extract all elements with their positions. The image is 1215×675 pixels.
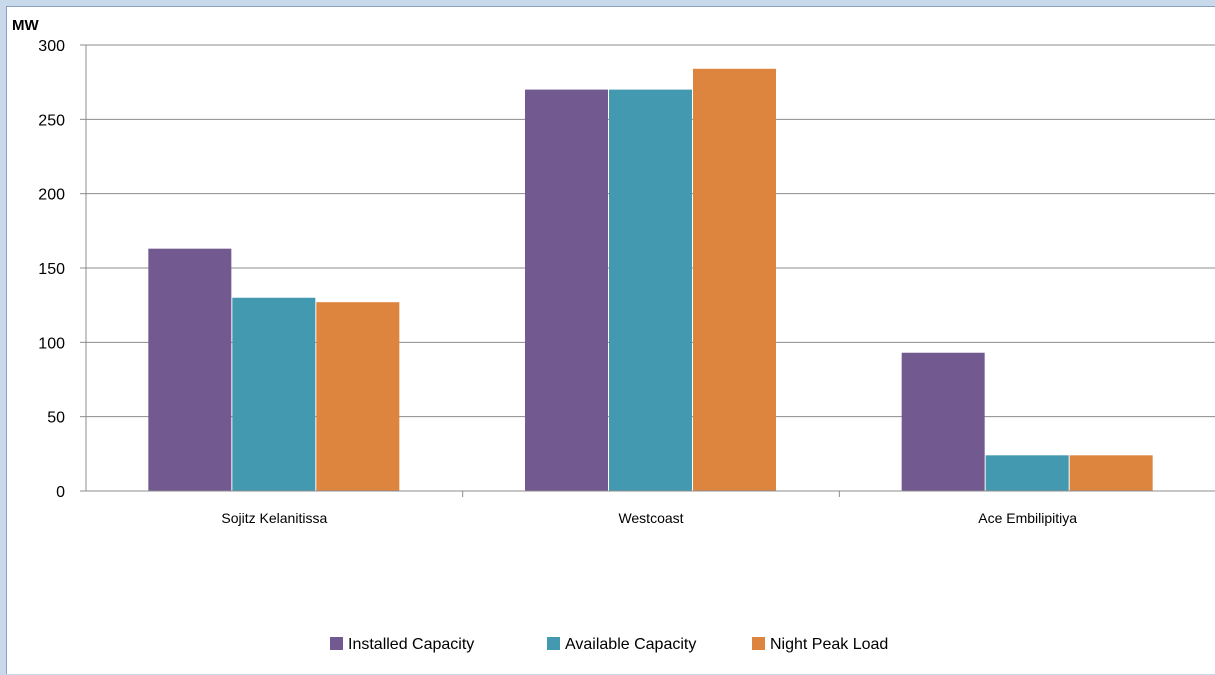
y-tick-label: 100	[38, 335, 65, 352]
y-tick-label: 300	[38, 38, 65, 55]
legend-swatch	[752, 637, 765, 650]
tick-labels: 0 50 100 150 200 250 300 Sojitz Kelanitissa West…	[38, 38, 1077, 526]
x-category-label: Westcoast	[618, 510, 683, 526]
bar	[148, 248, 232, 491]
legend: Installed Capacity Available Capacity Nigh…	[330, 636, 888, 653]
x-category-label: Sojitz Kelanitissa	[221, 510, 327, 526]
bar-chart: 0 50 100 150 200 250 300 Sojitz Kelanitissa West…	[12, 17, 1215, 653]
bar	[525, 89, 608, 491]
bar	[232, 297, 316, 491]
legend-label: Available Capacity	[565, 636, 696, 653]
bar	[901, 352, 985, 491]
y-tick-label: 200	[38, 187, 65, 204]
bar	[1069, 455, 1153, 491]
bar	[316, 302, 400, 491]
bar	[693, 68, 776, 491]
bar	[609, 89, 692, 491]
legend-swatch	[547, 637, 560, 650]
legend-swatch	[330, 637, 343, 650]
bar-group	[148, 68, 1153, 491]
axes	[80, 44, 1215, 497]
y-tick-label: 50	[47, 410, 65, 427]
bar	[985, 455, 1069, 491]
y-tick-label: 150	[38, 261, 65, 278]
y-axis-unit: MW	[12, 17, 39, 34]
y-tick-label: 250	[38, 112, 65, 129]
legend-label: Installed Capacity	[348, 636, 474, 653]
chart-frame: 0 50 100 150 200 250 300 Sojitz Kelanitissa West…	[6, 6, 1215, 674]
y-tick-label: 0	[56, 484, 65, 501]
legend-label: Night Peak Load	[770, 636, 888, 653]
x-category-label: Ace Embilipitiya	[978, 510, 1077, 526]
